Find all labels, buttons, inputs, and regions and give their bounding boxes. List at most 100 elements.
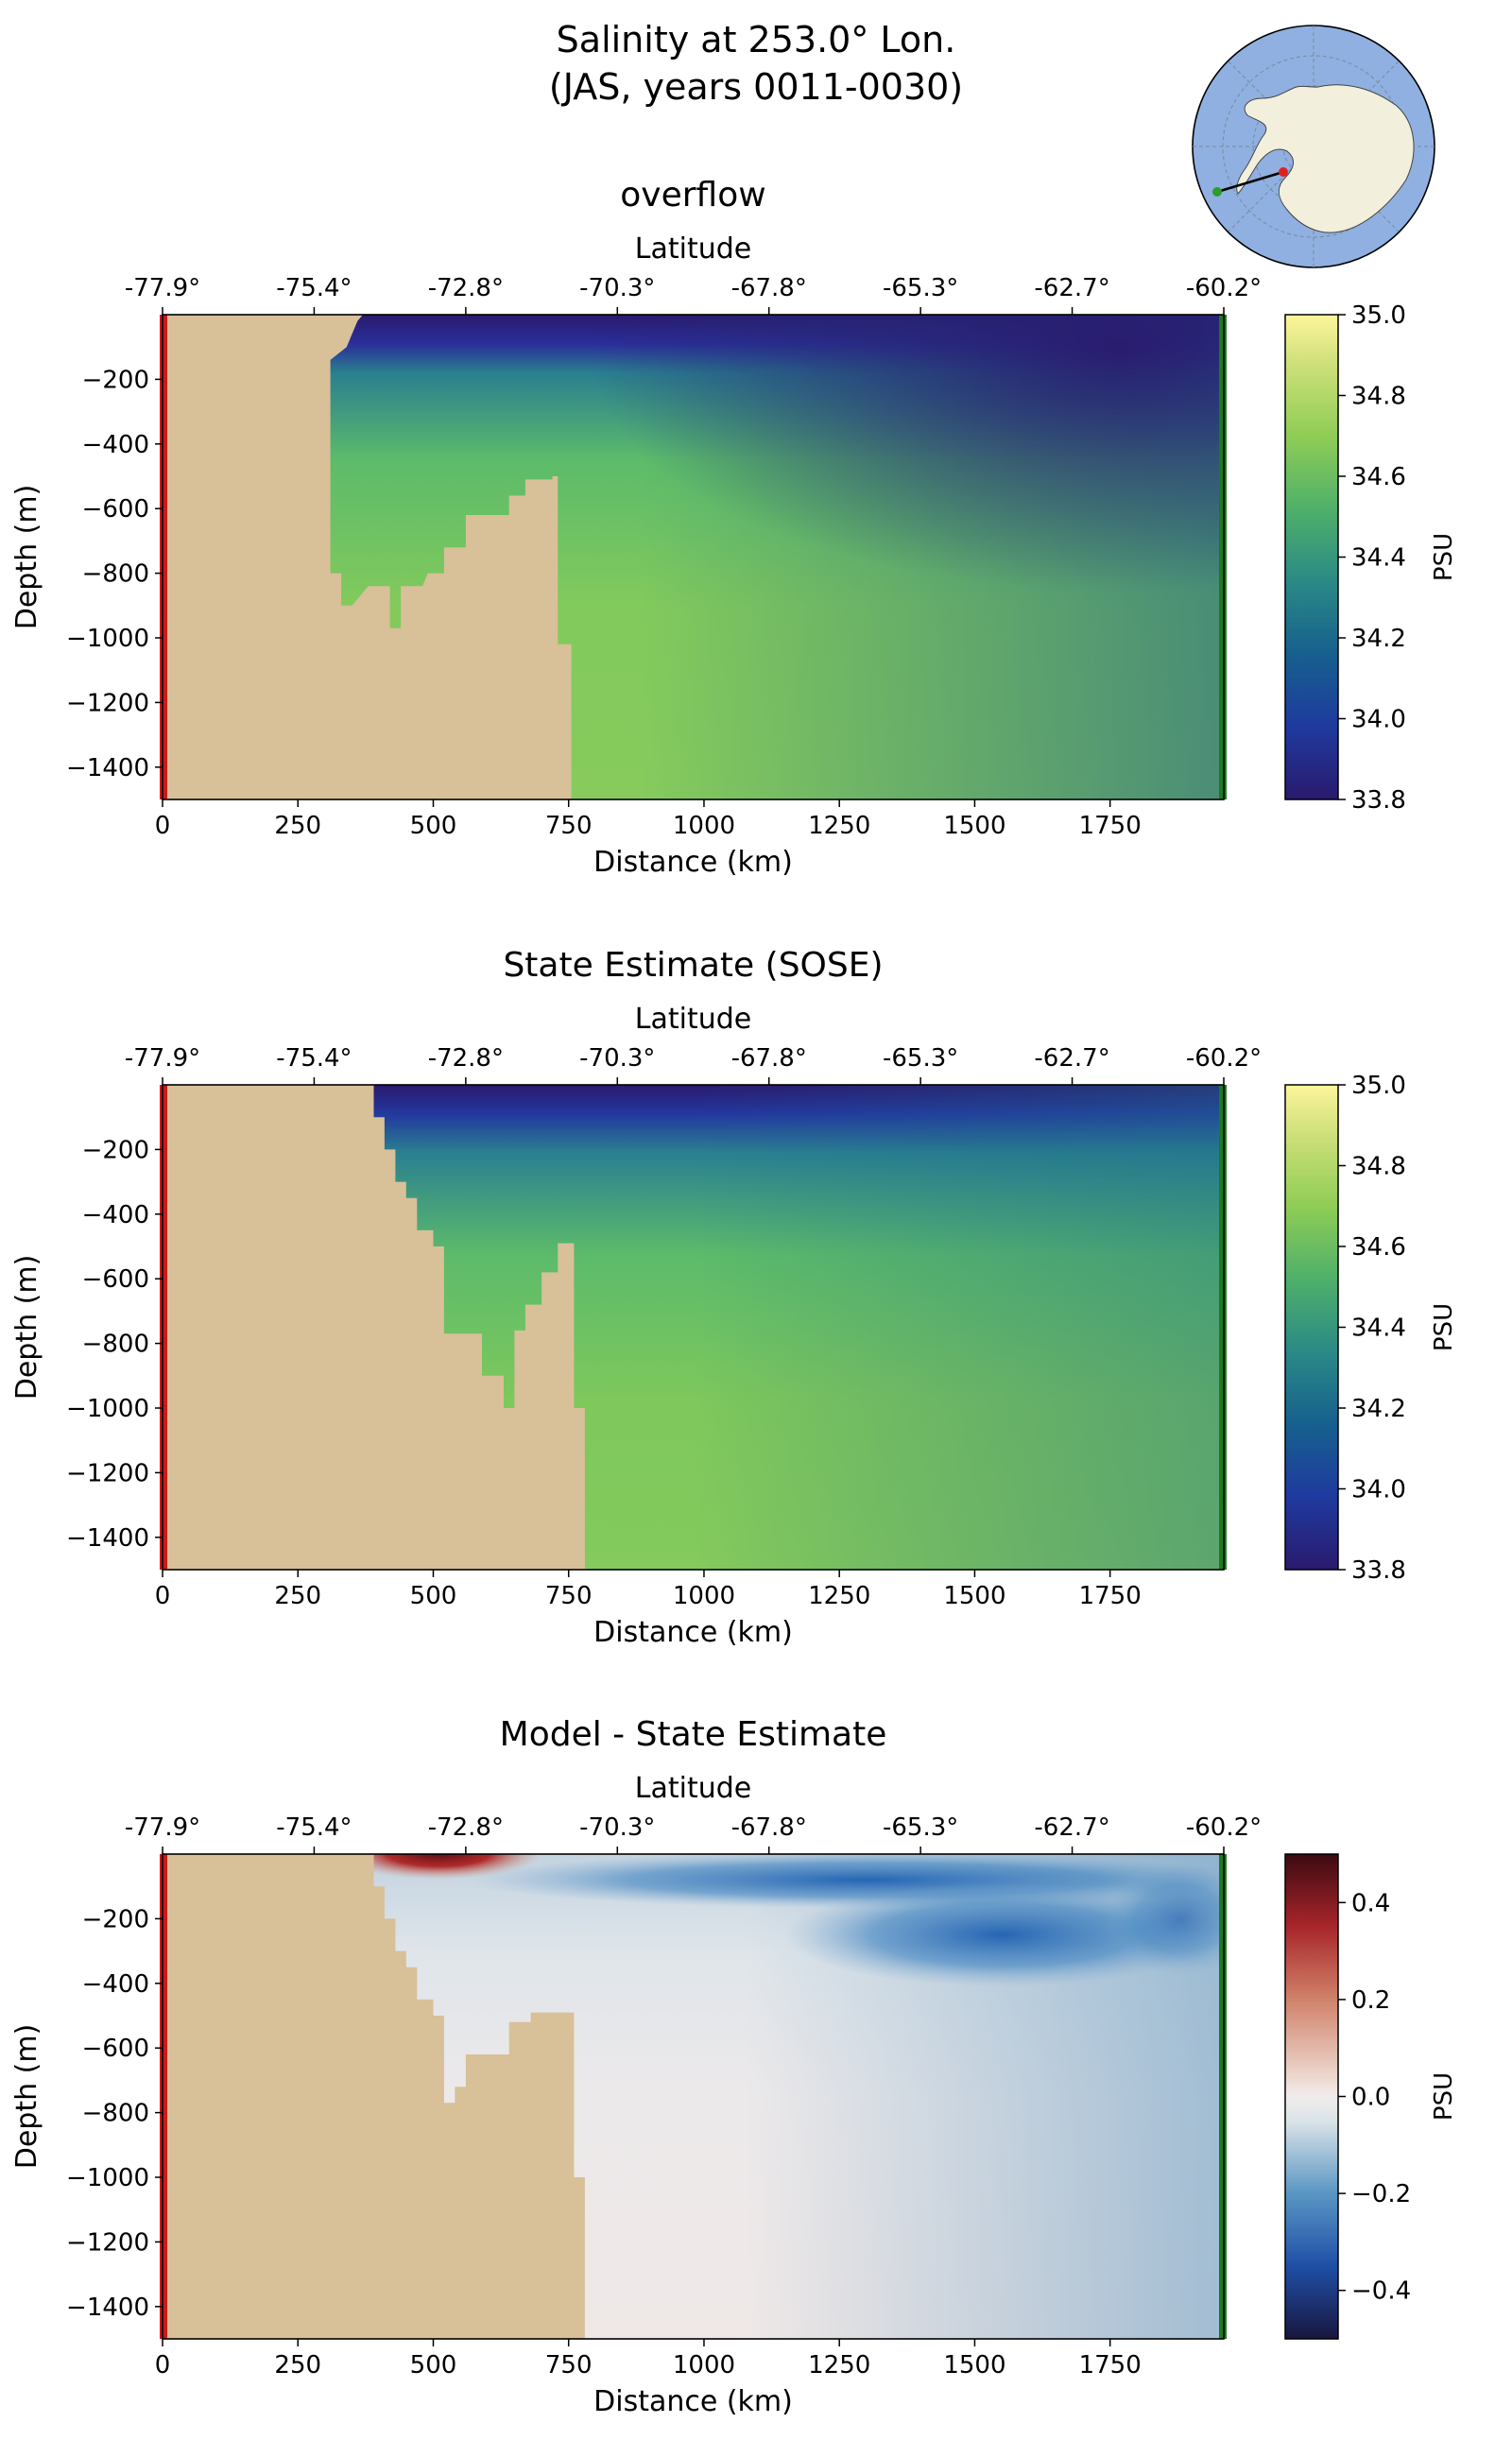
panel-title: overflow <box>620 176 765 215</box>
axes-frame <box>162 314 1225 800</box>
seafloor-land <box>163 315 572 799</box>
colorbar-tick-label: 34.2 <box>1351 1395 1406 1423</box>
x-axis-label: Distance (km) <box>593 846 793 879</box>
x-tick-label: 500 <box>410 2351 457 2380</box>
inset-transect-line <box>1216 170 1284 194</box>
x-tick-label: 250 <box>274 812 321 840</box>
x-tick-label: 1500 <box>943 812 1005 840</box>
y-tick-label: −200 <box>82 366 149 394</box>
colorbar-tick-label: 0.4 <box>1351 1889 1390 1917</box>
transect-end-bar <box>1219 315 1227 799</box>
x-tick-label: 0 <box>155 1582 171 1610</box>
x-tick-label: 1750 <box>1079 812 1142 840</box>
panel-1: overflow Latitude 0 250 500 750 1000 1250 1500 17… <box>10 176 1458 879</box>
y-tick-label: −200 <box>82 1136 149 1164</box>
x-tick-label: 1250 <box>808 812 870 840</box>
x-axis-label: Distance (km) <box>593 1616 793 1649</box>
y-tick-label: −1000 <box>66 1395 149 1423</box>
top-tick-label: -60.2° <box>1186 1813 1262 1842</box>
colorbar-tick-label: 0.0 <box>1351 2084 1390 2112</box>
top-tick-label: -75.4° <box>276 1813 352 1842</box>
x-tick-label: 1750 <box>1079 1582 1142 1610</box>
x-tick-label: 1000 <box>673 1582 735 1610</box>
x-tick-label: 250 <box>274 1582 321 1610</box>
y-tick-label: −400 <box>82 431 149 459</box>
transect-start-bar <box>160 315 167 799</box>
y-tick-label: −1200 <box>66 2228 149 2257</box>
x-tick-label: 1500 <box>943 2351 1005 2380</box>
seafloor-land <box>163 1085 585 1570</box>
top-tick-label: -77.9° <box>125 1044 200 1073</box>
top-tick-label: -67.8° <box>731 1044 807 1073</box>
x-tick-label: 1250 <box>808 1582 870 1610</box>
y-axis-label: Depth (m) <box>10 1255 43 1400</box>
y-tick-label: −1400 <box>66 1524 149 1553</box>
x-tick-label: 750 <box>545 812 593 840</box>
inset-transect-end-marker <box>1279 167 1288 177</box>
top-tick-label: -72.8° <box>428 274 504 302</box>
top-tick-label: -67.8° <box>731 1813 807 1842</box>
inset-antarctica <box>1236 84 1415 233</box>
axes-frame <box>162 1853 1225 2340</box>
y-tick-label: −800 <box>82 1331 149 1359</box>
top-tick-label: -75.4° <box>276 274 352 302</box>
y-tick-label: −600 <box>82 1265 149 1294</box>
y-tick-label: −1400 <box>66 2294 149 2322</box>
colorbar <box>1284 1084 1339 1571</box>
x-tick-label: 0 <box>155 2351 171 2380</box>
x-tick-label: 1000 <box>673 812 735 840</box>
top-tick-label: -65.3° <box>883 1813 958 1842</box>
colorbar-label: PSU <box>1430 1303 1458 1351</box>
y-tick-label: −1000 <box>66 625 149 653</box>
colorbar-tick-label: 0.2 <box>1351 1986 1390 2015</box>
y-axis-label: Depth (m) <box>10 2024 43 2170</box>
colorbar-tick-label: 34.8 <box>1351 383 1406 411</box>
top-tick-label: -72.8° <box>428 1813 504 1842</box>
top-axis-label: Latitude <box>635 1003 751 1036</box>
x-tick-label: 250 <box>274 2351 321 2380</box>
colorbar-tick-label: 33.8 <box>1351 786 1406 815</box>
y-tick-label: −400 <box>82 1970 149 1999</box>
x-tick-label: 500 <box>410 1582 457 1610</box>
y-tick-label: −200 <box>82 1905 149 1933</box>
top-axis-label: Latitude <box>635 1772 751 1805</box>
x-tick-label: 750 <box>545 2351 593 2380</box>
axes-frame <box>162 1084 1225 1571</box>
x-tick-label: 1250 <box>808 2351 870 2380</box>
x-tick-label: 750 <box>545 1582 593 1610</box>
y-tick-label: −1000 <box>66 2164 149 2192</box>
salinity-field <box>163 315 1224 799</box>
colorbar-tick-label: 34.6 <box>1351 1233 1406 1262</box>
negative-anomaly-edge <box>1105 1862 1224 1976</box>
y-tick-label: −400 <box>82 1201 149 1229</box>
transect-start-bar <box>160 1085 167 1570</box>
top-tick-label: -70.3° <box>579 274 655 302</box>
top-tick-label: -72.8° <box>428 1044 504 1073</box>
y-tick-label: −1200 <box>66 1459 149 1487</box>
y-tick-label: −1200 <box>66 689 149 717</box>
top-tick-label: -77.9° <box>125 1813 200 1842</box>
top-tick-label: -65.3° <box>883 274 958 302</box>
colorbar-label: PSU <box>1430 2072 1458 2121</box>
top-tick-label: -75.4° <box>276 1044 352 1073</box>
x-tick-label: 1500 <box>943 1582 1005 1610</box>
colorbar-tick-label: 34.6 <box>1351 463 1406 491</box>
panel-title: State Estimate (SOSE) <box>503 946 883 985</box>
figure-title-line2: (JAS, years 0011-0030) <box>548 66 964 108</box>
colorbar-tick-label: 34.4 <box>1351 544 1406 573</box>
transect-start-bar <box>160 1854 167 2339</box>
transect-end-bar <box>1219 1085 1227 1570</box>
colorbar-tick-label: 34.0 <box>1351 706 1406 734</box>
colorbar-label: PSU <box>1430 533 1458 581</box>
y-tick-label: −600 <box>82 495 149 524</box>
figure-title-line1: Salinity at 253.0° Lon. <box>556 19 956 60</box>
top-tick-label: -70.3° <box>579 1813 655 1842</box>
x-tick-label: 1750 <box>1079 2351 1142 2380</box>
colorbar-tick-label: 34.0 <box>1351 1476 1406 1504</box>
y-axis-label: Depth (m) <box>10 485 43 630</box>
colorbar-tick-label: 33.8 <box>1351 1556 1406 1585</box>
colorbar-tick-label: −0.2 <box>1351 2180 1411 2208</box>
colorbar-tick-label: 34.8 <box>1351 1153 1406 1181</box>
colorbar-tick-label: −0.4 <box>1351 2277 1411 2306</box>
